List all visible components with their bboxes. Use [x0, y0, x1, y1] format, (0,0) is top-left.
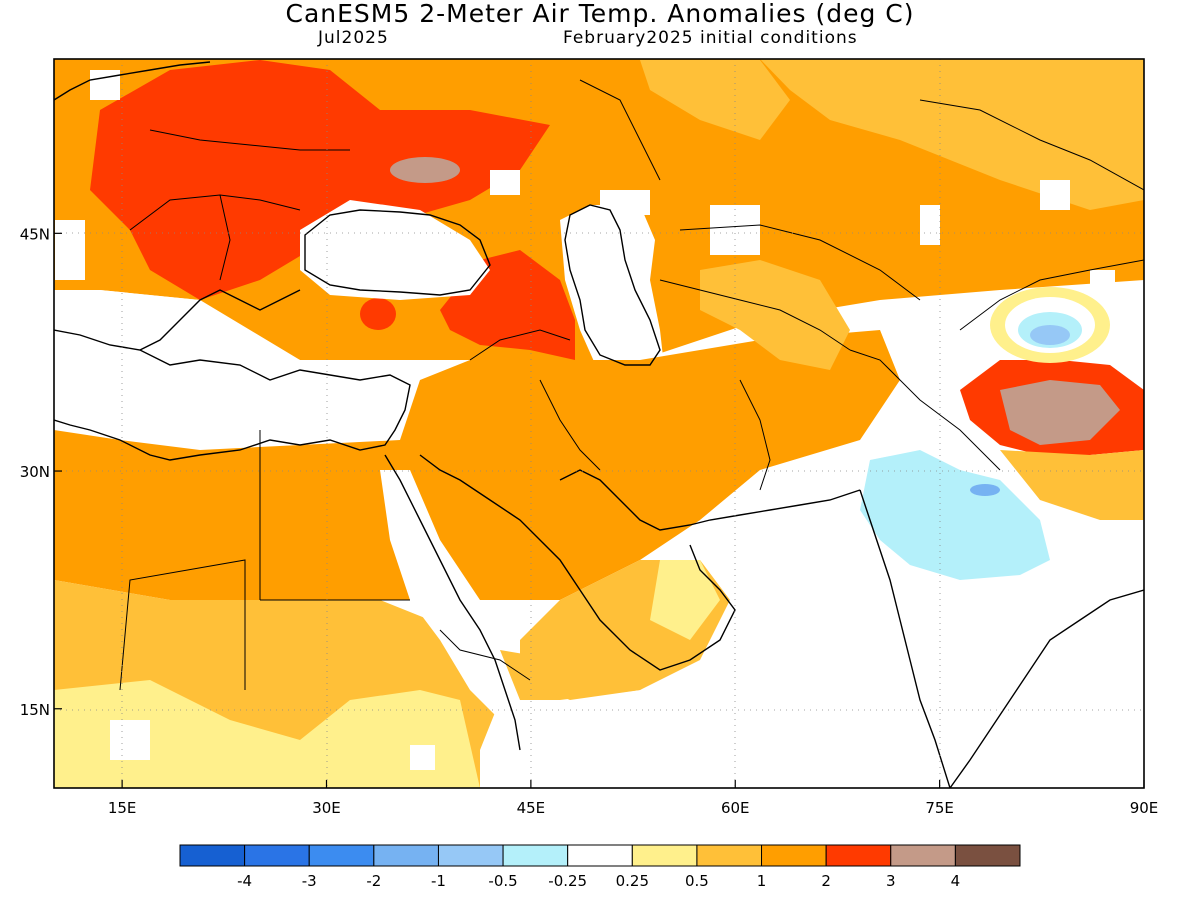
colorbar-swatch: [567, 844, 633, 867]
x-tick-label: 60E: [721, 799, 750, 817]
map-title: CanESM5 2-Meter Air Temp. Anomalies (deg…: [285, 0, 915, 28]
colorbar-swatch: [502, 844, 569, 867]
init-conditions-label: February2025 initial conditions: [563, 28, 858, 48]
colorbar-label: 0.25: [616, 872, 649, 890]
x-tick-label: 30E: [312, 799, 341, 817]
anomaly-field: [54, 59, 1144, 788]
colorbar-swatch: [890, 844, 956, 867]
coastlines: [54, 61, 1144, 788]
x-tick-label: 45E: [517, 799, 546, 817]
map-frame: [53, 58, 1145, 789]
y-tick-label: 15N: [20, 701, 50, 719]
colorbar-swatch: [631, 844, 698, 867]
colorbar-label: -1: [431, 872, 446, 890]
valid-month-label: Jul2025: [318, 28, 389, 48]
colorbar-swatch: [696, 844, 763, 867]
colorbar-swatch: [761, 844, 827, 867]
y-tick-label: 30N: [20, 463, 50, 481]
colorbar-label: 4: [951, 872, 961, 890]
colorbar-label: -4: [237, 872, 252, 890]
x-axis: 15E 30E 45E 60E 75E 90E: [108, 780, 1158, 817]
colorbar-label: -2: [366, 872, 381, 890]
x-tick-label: 15E: [108, 799, 137, 817]
colorbar-swatch: [437, 844, 504, 867]
colorbar-legend: -4 -3 -2 -1 -0.5 -0.25 0.25 0.5 1 2 3 4: [179, 844, 1021, 890]
colorbar-label: -3: [302, 872, 317, 890]
y-axis: 45N 30N 15N: [20, 225, 62, 719]
y-tick-label: 45N: [20, 225, 50, 243]
colorbar-label: -0.25: [548, 872, 587, 890]
colorbar-swatch: [244, 844, 310, 867]
colorbar-label: 2: [821, 872, 831, 890]
x-tick-label: 90E: [1130, 799, 1159, 817]
colorbar-swatch: [954, 844, 1021, 867]
colorbar-label: 3: [886, 872, 896, 890]
borders: [119, 79, 1144, 691]
colorbar-label: 0.5: [685, 872, 709, 890]
colorbar-label: 1: [757, 872, 767, 890]
colorbar-swatch: [179, 844, 246, 867]
colorbar-label: -0.5: [488, 872, 517, 890]
colorbar-swatch: [825, 844, 892, 867]
x-tick-label: 75E: [925, 799, 954, 817]
colorbar-swatch: [308, 844, 375, 867]
colorbar-swatch: [373, 844, 439, 867]
